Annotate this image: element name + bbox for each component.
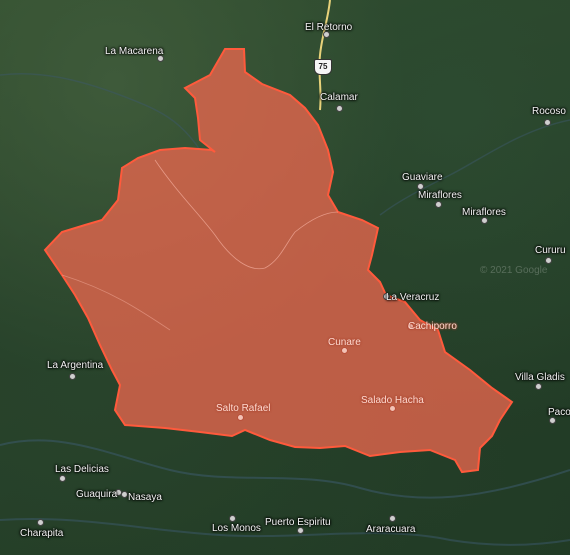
highway-75 xyxy=(318,0,331,111)
place-label-salto-rafael[interactable]: Salto Rafael xyxy=(216,403,271,414)
place-marker-pacoa[interactable] xyxy=(549,417,556,424)
place-label-salado-hacha[interactable]: Salado Hacha xyxy=(361,395,424,406)
place-label-cachiporro[interactable]: Cachiporro xyxy=(408,321,457,332)
place-label-villa-gladis[interactable]: Villa Gladis xyxy=(515,372,565,383)
place-marker-miraflores-2[interactable] xyxy=(481,217,488,224)
place-marker-el-retorno[interactable] xyxy=(323,31,330,38)
place-label-cururu[interactable]: Cururu xyxy=(535,245,566,256)
place-marker-la-veracruz[interactable] xyxy=(383,293,390,300)
place-marker-charapita[interactable] xyxy=(37,519,44,526)
place-marker-la-argentina[interactable] xyxy=(69,373,76,380)
place-label-miraflores-2[interactable]: Miraflores xyxy=(462,207,506,218)
place-label-la-macarena[interactable]: La Macarena xyxy=(105,46,164,57)
place-label-charapita[interactable]: Charapita xyxy=(20,528,64,539)
place-marker-cachiporro[interactable] xyxy=(407,323,414,330)
place-label-el-retorno[interactable]: El Retorno xyxy=(305,22,353,33)
place-label-pacoa[interactable]: Pacoa xyxy=(548,407,570,418)
place-label-cunare[interactable]: Cunare xyxy=(328,337,361,348)
river xyxy=(0,517,570,546)
place-marker-cururu[interactable] xyxy=(545,257,552,264)
river xyxy=(0,72,201,151)
place-label-las-delicias[interactable]: Las Delicias xyxy=(55,464,109,475)
place-marker-araracuara[interactable] xyxy=(389,515,396,522)
place-label-la-argentina[interactable]: La Argentina xyxy=(47,360,104,371)
river xyxy=(379,119,570,216)
municipal-boundary xyxy=(61,274,171,331)
place-marker-rocoso[interactable] xyxy=(544,119,551,126)
place-marker-guaviare[interactable] xyxy=(417,183,424,190)
region-overlay[interactable] xyxy=(43,48,514,474)
place-marker-salado-hacha[interactable] xyxy=(389,405,396,412)
place-marker-salto-rafael[interactable] xyxy=(237,414,244,421)
place-marker-los-monos[interactable] xyxy=(229,515,236,522)
place-label-rocoso[interactable]: Rocoso xyxy=(532,106,566,117)
place-label-la-veracruz[interactable]: La Veracruz xyxy=(386,292,440,303)
place-label-calamar[interactable]: Calamar xyxy=(320,92,358,103)
place-label-guaquira[interactable]: Guaquira xyxy=(76,489,118,500)
place-label-nasaya[interactable]: Nasaya xyxy=(128,492,162,503)
municipal-boundary xyxy=(154,159,339,270)
map-watermark: © 2021 Google xyxy=(480,265,548,276)
place-marker-nasaya[interactable] xyxy=(121,491,128,498)
place-marker-villa-gladis[interactable] xyxy=(535,383,542,390)
place-marker-la-macarena[interactable] xyxy=(157,55,164,62)
place-label-los-monos[interactable]: Los Monos xyxy=(212,523,261,534)
place-label-guaviare[interactable]: Guaviare xyxy=(402,172,443,183)
place-marker-miraflores-1[interactable] xyxy=(435,201,442,208)
place-label-puerto-espiritu[interactable]: Puerto Espiritu xyxy=(265,517,331,528)
place-label-miraflores-1[interactable]: Miraflores xyxy=(418,190,462,201)
place-marker-las-delicias[interactable] xyxy=(59,475,66,482)
place-marker-puerto-espiritu[interactable] xyxy=(297,527,304,534)
route-75-shield: 75 xyxy=(314,59,332,75)
river xyxy=(0,439,570,499)
place-label-araracuara[interactable]: Araracuara xyxy=(366,524,416,535)
place-marker-calamar[interactable] xyxy=(336,105,343,112)
place-marker-cunare[interactable] xyxy=(341,347,348,354)
